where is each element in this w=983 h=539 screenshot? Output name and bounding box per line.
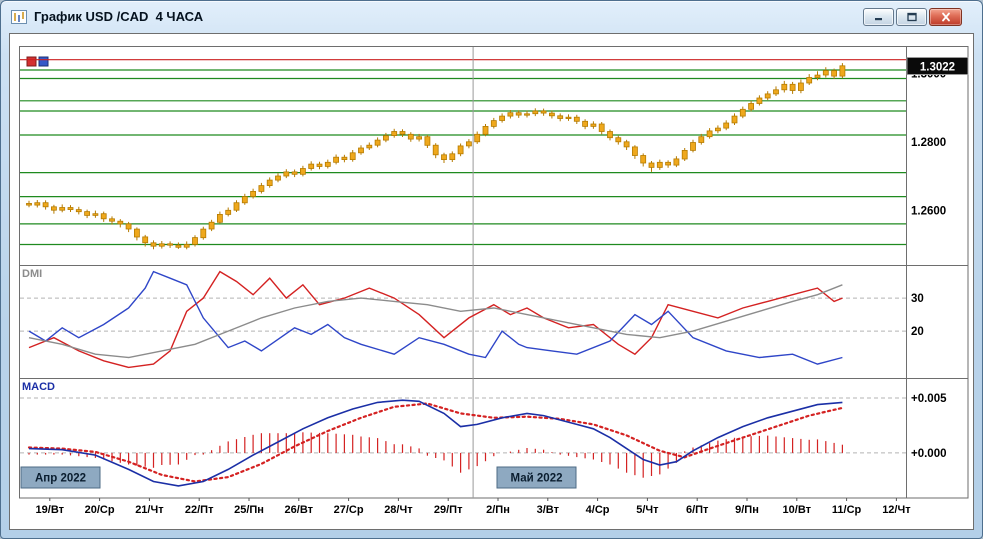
date-label: 2/Пн xyxy=(486,504,510,516)
date-label: 3/Вт xyxy=(537,504,560,516)
date-label: 27/Ср xyxy=(334,504,364,516)
dmi-panel-label: DMI xyxy=(22,268,42,280)
date-label: 25/Пн xyxy=(234,504,264,516)
date-label: 21/Чт xyxy=(135,504,164,516)
month-box-may xyxy=(496,466,577,489)
close-button[interactable] xyxy=(929,8,962,26)
date-label: 26/Вт xyxy=(285,504,314,516)
macd-signal-line xyxy=(27,402,844,483)
date-label: 10/Вт xyxy=(783,504,812,516)
date-label: 11/Ср xyxy=(832,504,862,516)
chart-frame xyxy=(19,46,969,499)
macd-line xyxy=(28,399,843,487)
date-label: 12/Чт xyxy=(882,504,911,516)
price-levels xyxy=(20,59,906,246)
dmi-line-plus-di xyxy=(28,270,843,369)
dmi-tick-30: 30 xyxy=(911,293,924,305)
dmi-line-adx xyxy=(28,284,843,359)
dmi-tick-20: 20 xyxy=(911,326,924,338)
macd-panel-label: MACD xyxy=(22,381,55,393)
month-label-may: Май 2022 xyxy=(511,473,563,485)
date-label: 19/Вт xyxy=(36,504,65,516)
maximize-icon xyxy=(906,12,917,22)
current-price-value: 1.3022 xyxy=(920,62,955,74)
window-controls xyxy=(863,8,962,26)
macd-histogram xyxy=(28,432,844,478)
date-label: 4/Ср xyxy=(586,504,610,516)
macd-tick-000: +0.000 xyxy=(911,448,947,460)
macd-main-line xyxy=(28,399,843,487)
macd-gridlines xyxy=(20,397,906,454)
date-label: 22/Пт xyxy=(185,504,214,516)
month-box-april xyxy=(20,466,101,489)
macd-tick-005: +0.005 xyxy=(911,393,947,405)
chart-client-area: DMI MACD 1.3000 1.2800 1.2600 30 20 +0.0… xyxy=(9,33,974,530)
date-label: 9/Пн xyxy=(735,504,759,516)
candlestick-series xyxy=(26,63,846,250)
minimize-button[interactable] xyxy=(863,8,894,26)
month-label-april: Апр 2022 xyxy=(35,473,86,485)
chart-canvas[interactable]: DMI MACD 1.3000 1.2800 1.2600 30 20 +0.0… xyxy=(19,46,969,527)
minimize-icon xyxy=(874,18,882,21)
price-tick-1-2600: 1.2600 xyxy=(911,205,946,217)
date-label: 28/Чт xyxy=(384,504,413,516)
date-label: 6/Пт xyxy=(686,504,709,516)
macd-signal xyxy=(27,402,844,483)
close-icon xyxy=(941,12,950,22)
date-axis: 19/Вт 20/Ср 21/Чт 22/Пт 25/Пн 26/Вт 27/Ср 28/Чт… xyxy=(36,498,911,516)
date-label: 29/Пт xyxy=(434,504,463,516)
current-price-box xyxy=(906,57,969,75)
maximize-button[interactable] xyxy=(896,8,927,26)
window-chart-icon xyxy=(11,9,27,24)
dmi-line-minus-di xyxy=(28,270,843,365)
title-bar[interactable]: График USD /CAD 4 ЧАСА xyxy=(1,1,982,32)
legend-red-button[interactable] xyxy=(26,56,37,67)
legend-blue-button[interactable] xyxy=(38,56,49,67)
dmi-series xyxy=(28,270,843,369)
window-title: График USD /CAD 4 ЧАСА xyxy=(34,9,204,24)
date-label: 20/Ср xyxy=(85,504,115,516)
dmi-gridlines xyxy=(20,297,906,332)
price-tick-1-2800: 1.2800 xyxy=(911,137,946,149)
date-label: 5/Чт xyxy=(636,504,659,516)
